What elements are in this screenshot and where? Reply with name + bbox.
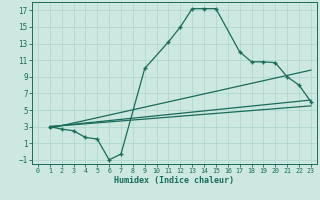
- X-axis label: Humidex (Indice chaleur): Humidex (Indice chaleur): [115, 176, 234, 185]
